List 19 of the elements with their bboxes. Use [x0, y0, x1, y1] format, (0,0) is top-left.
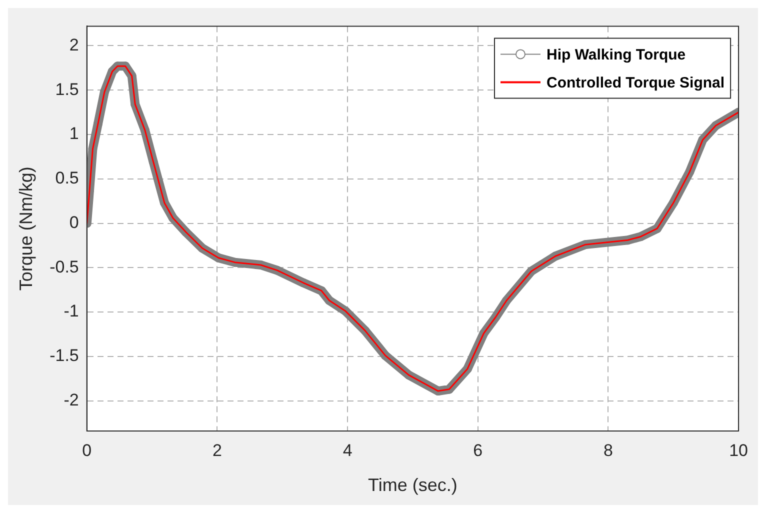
y-tick-label: 2	[69, 35, 79, 54]
y-tick-label: -2	[64, 390, 79, 410]
y-axis-title: Torque (Nm/kg)	[16, 166, 36, 291]
x-tick-label: 2	[212, 440, 222, 460]
y-tick-label: -1	[64, 302, 79, 321]
legend-label: Controlled Torque Signal	[546, 74, 725, 92]
x-axis-title: Time (sec.)	[368, 475, 458, 496]
x-tick-label: 4	[342, 440, 352, 460]
x-tick-label: 0	[82, 440, 92, 460]
y-tick-label: 0.5	[55, 168, 79, 188]
y-tick-label: 0	[69, 212, 79, 232]
x-tick-label: 6	[473, 440, 483, 460]
x-tick-label: 10	[729, 440, 748, 460]
y-tick-label: -1.5	[50, 346, 79, 366]
y-tick-label: -0.5	[50, 257, 79, 276]
y-tick-label: 1.5	[55, 80, 79, 99]
legend-label: Hip Walking Torque	[546, 46, 686, 64]
y-tick-label: 1	[69, 124, 79, 144]
x-tick-label: 8	[603, 440, 613, 460]
